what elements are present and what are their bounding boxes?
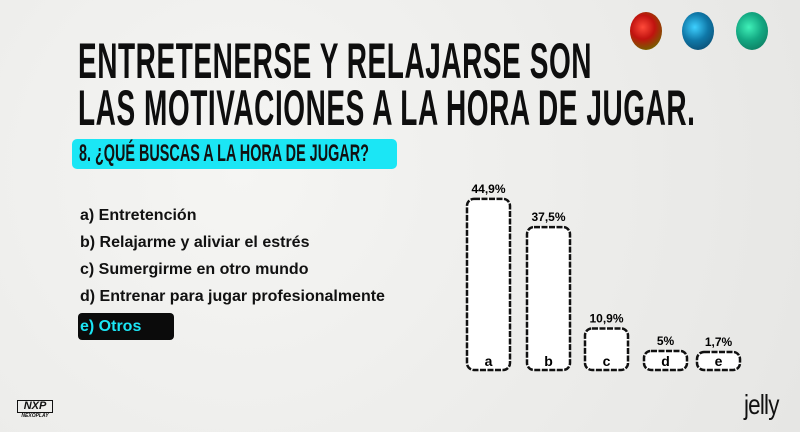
option-d: d) Entrenar para jugar profesionalmente bbox=[80, 288, 385, 305]
bar-category-label: e bbox=[715, 353, 723, 369]
bar-category-label: c bbox=[603, 353, 611, 369]
bar-category-label: a bbox=[485, 353, 493, 369]
bar-value-label: 44,9% bbox=[471, 182, 505, 196]
option-c: c) Sumergirme en otro mundo bbox=[80, 261, 309, 278]
bar-value-label: 5% bbox=[657, 334, 675, 348]
headline-line-1: ENTRETENERSE Y RELAJARSE SON bbox=[78, 33, 593, 89]
jelly-logo: jelly bbox=[744, 389, 779, 420]
nexoplay-name: NEXOPLAY bbox=[21, 413, 49, 419]
option-e-highlighted: e) Otros bbox=[78, 313, 174, 340]
bar-category-label: b bbox=[544, 353, 553, 369]
bar-category-label: d bbox=[661, 353, 670, 369]
option-b: b) Relajarme y aliviar el estrés bbox=[80, 234, 310, 251]
nexoplay-logo: NXP NEXOPLAY bbox=[17, 400, 53, 419]
bar-e bbox=[695, 350, 742, 372]
bar-value-label: 1,7% bbox=[705, 335, 733, 349]
blue-gem-icon bbox=[682, 12, 714, 50]
question-text: 8. ¿QUÉ BUSCAS A LA HORA DE JUGAR? bbox=[79, 140, 369, 167]
red-gem-icon bbox=[630, 12, 662, 50]
option-a: a) Entretención bbox=[80, 207, 197, 224]
headline-line-2: LAS MOTIVACIONES A LA HORA DE JUGAR. bbox=[78, 80, 696, 136]
bar-b bbox=[525, 225, 572, 372]
bar-d bbox=[642, 349, 689, 372]
bar-value-label: 10,9% bbox=[589, 311, 623, 325]
nexoplay-mark: NXP bbox=[17, 400, 53, 413]
green-gem-icon bbox=[736, 12, 768, 50]
bar-c bbox=[583, 327, 630, 372]
bar-a bbox=[465, 197, 512, 372]
bar-value-label: 37,5% bbox=[531, 210, 565, 224]
answer-options: a) Entretención b) Relajarme y aliviar e… bbox=[78, 205, 385, 340]
question-banner: 8. ¿QUÉ BUSCAS A LA HORA DE JUGAR? bbox=[72, 139, 397, 169]
